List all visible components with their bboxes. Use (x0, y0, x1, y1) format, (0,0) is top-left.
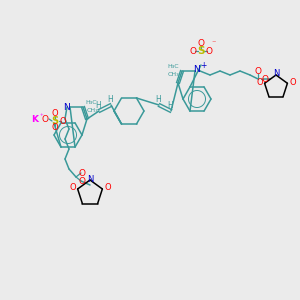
Text: O: O (79, 176, 86, 185)
Text: O: O (52, 109, 58, 118)
Text: H: H (155, 95, 161, 104)
Text: CH₃: CH₃ (86, 109, 98, 113)
Text: O: O (104, 184, 111, 193)
Text: O: O (190, 46, 196, 56)
Text: O: O (69, 184, 76, 193)
Text: H₃C: H₃C (85, 100, 97, 104)
Text: O: O (197, 40, 205, 49)
Text: N: N (87, 175, 93, 184)
Text: O: O (52, 124, 58, 133)
Text: ⁻: ⁻ (212, 38, 216, 47)
Text: N: N (194, 65, 200, 74)
Text: O: O (262, 74, 268, 83)
Text: S: S (197, 46, 205, 56)
Text: H: H (167, 101, 173, 110)
Text: CH₃: CH₃ (167, 73, 179, 77)
Text: H₃C: H₃C (167, 64, 179, 68)
Text: O: O (256, 78, 263, 87)
Text: O: O (41, 115, 49, 124)
Text: O: O (60, 116, 66, 125)
Text: O: O (289, 78, 296, 87)
Text: K: K (32, 115, 38, 124)
Text: S: S (51, 116, 58, 126)
Text: +: + (200, 61, 206, 70)
Text: O: O (79, 169, 86, 178)
Text: N: N (64, 103, 70, 112)
Text: H: H (107, 95, 113, 104)
Text: H: H (95, 101, 101, 110)
Text: N: N (273, 70, 279, 79)
Text: O: O (206, 46, 212, 56)
Text: O: O (254, 68, 262, 76)
Text: ⁺: ⁺ (39, 114, 43, 120)
